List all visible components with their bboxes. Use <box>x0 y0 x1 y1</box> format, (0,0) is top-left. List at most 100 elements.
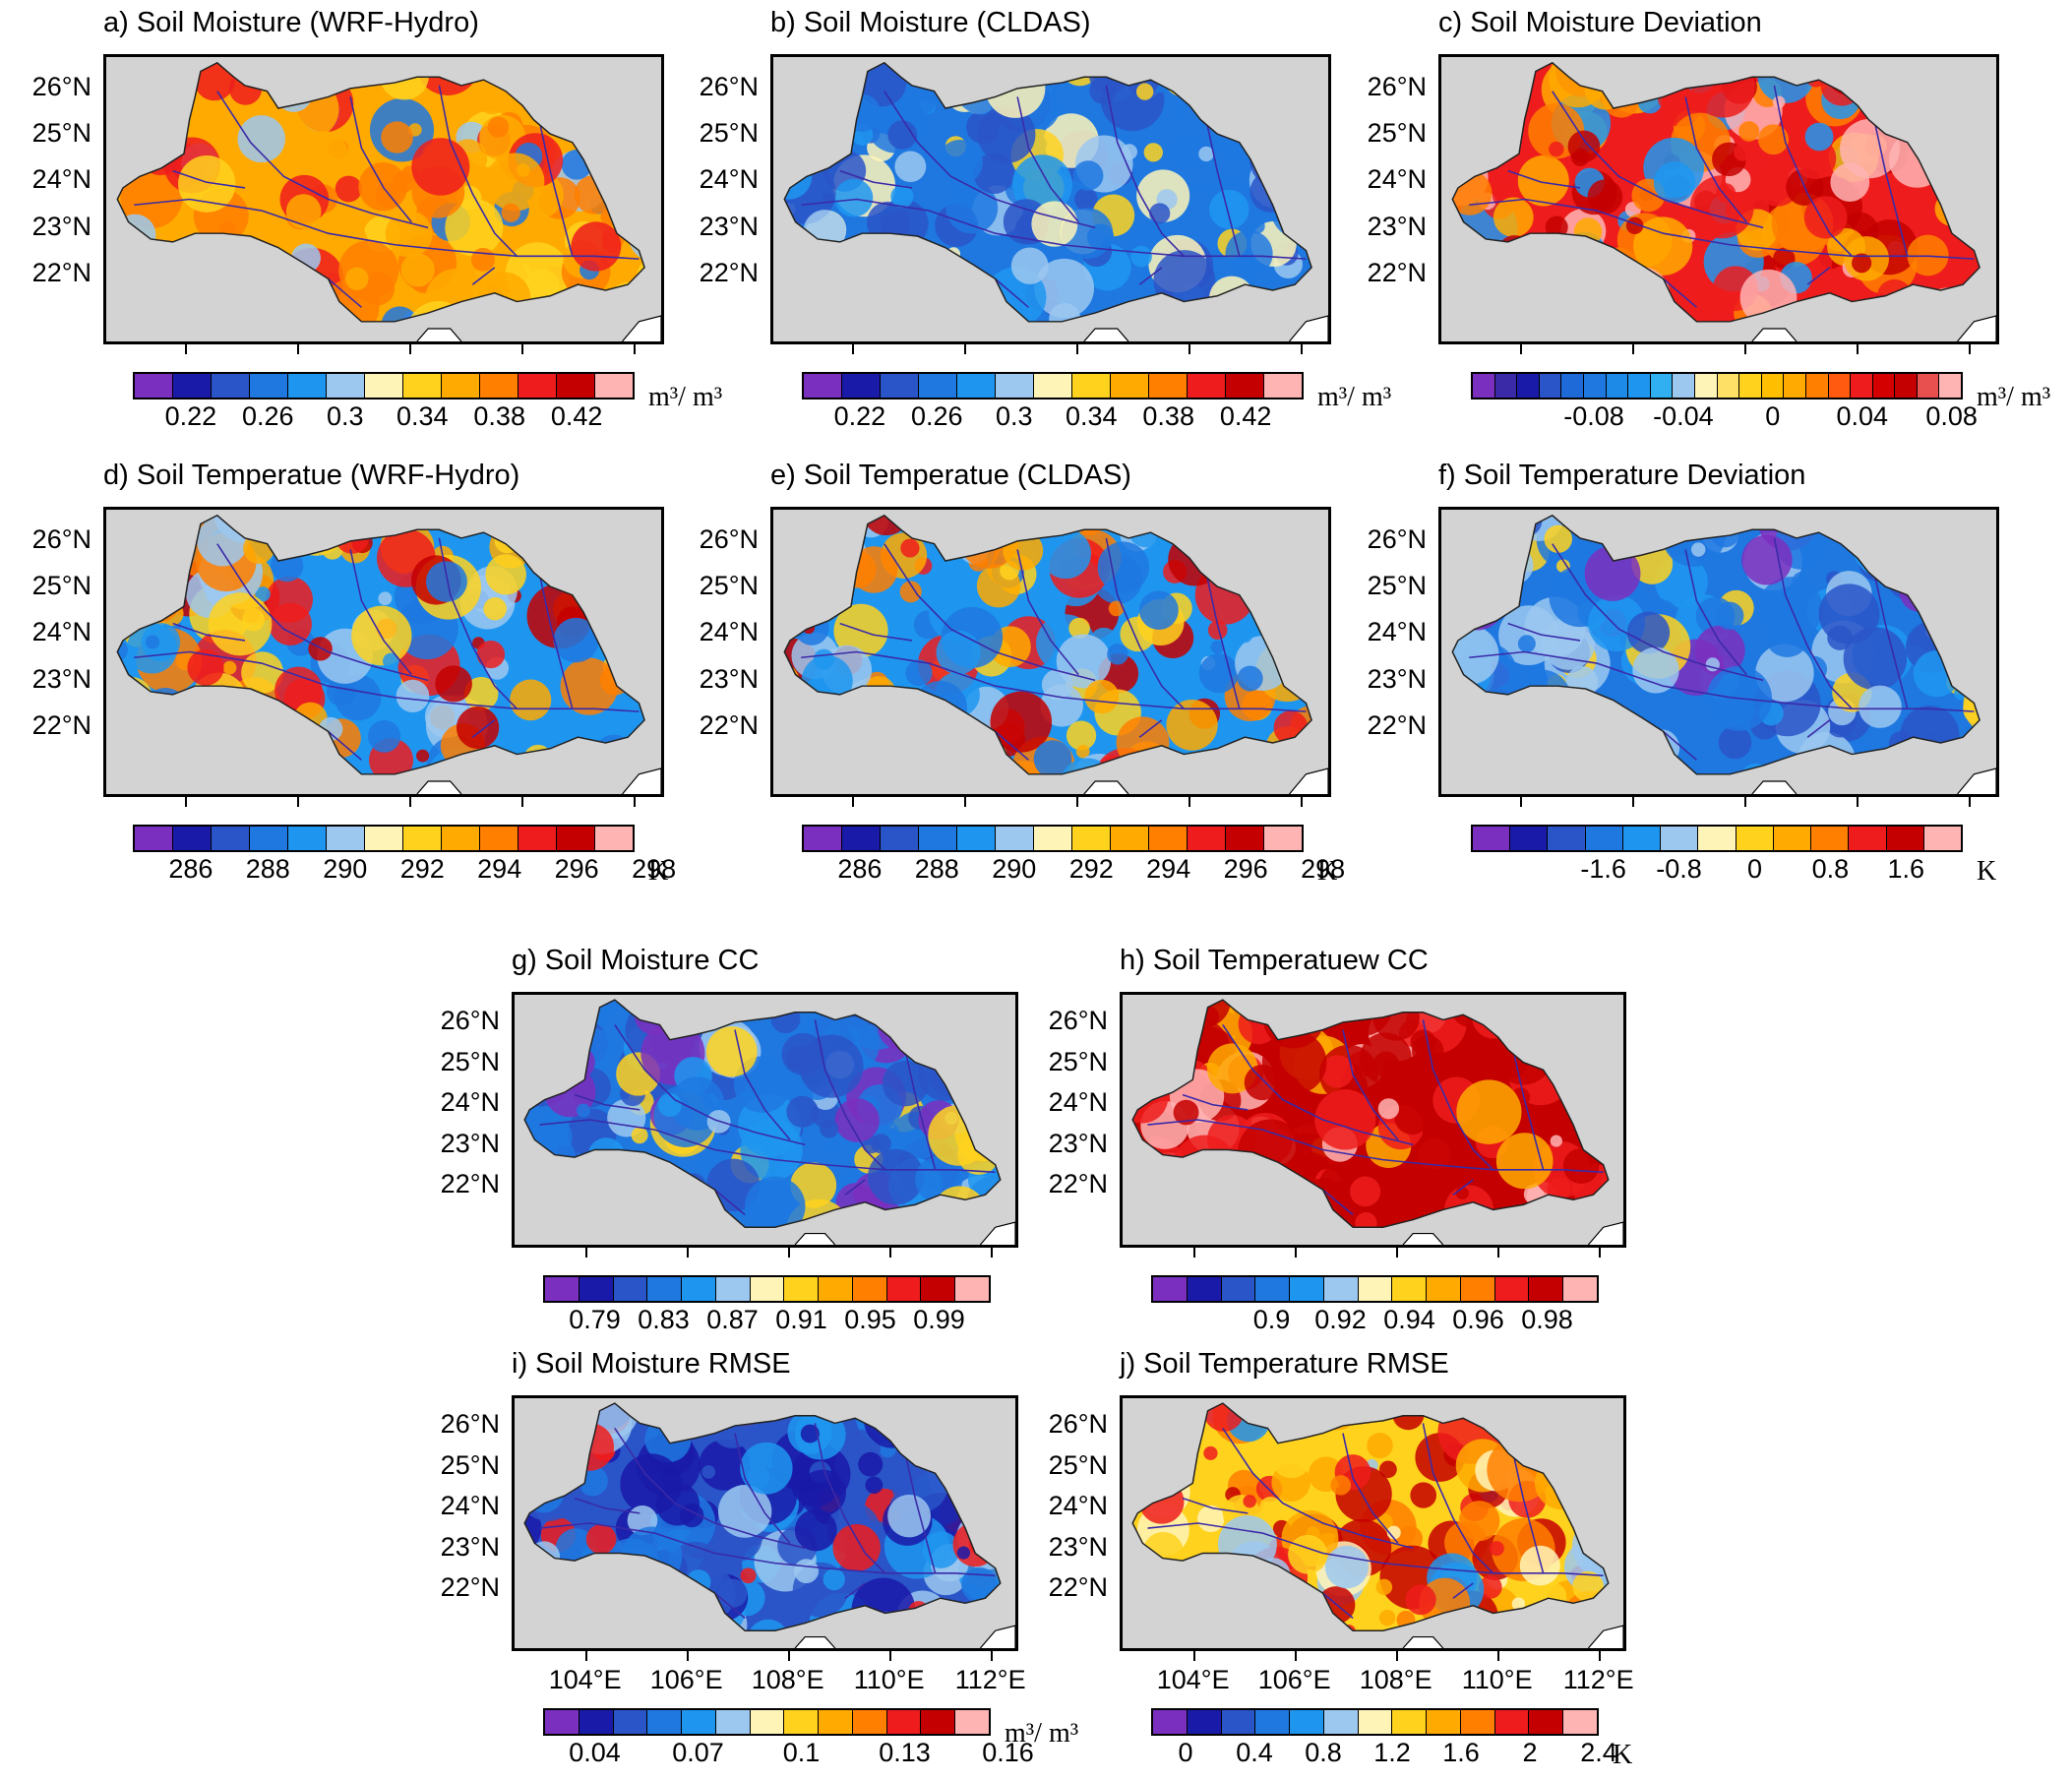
field-patch <box>1308 617 1312 655</box>
field-patch <box>1299 1178 1349 1227</box>
field-patch <box>687 1203 711 1228</box>
field-patch <box>1596 706 1647 757</box>
field-patch <box>932 1186 987 1228</box>
field-patch <box>1138 1152 1199 1212</box>
field-patch <box>1459 62 1517 113</box>
field-patch <box>1653 161 1696 204</box>
field-patch <box>1556 1034 1609 1100</box>
field-patch <box>1132 1048 1159 1082</box>
colorbar-label: -0.08 <box>1563 401 1624 431</box>
field-patch <box>315 304 346 322</box>
field-patch <box>1456 1079 1522 1144</box>
field-patch <box>948 524 969 546</box>
colorbar-label: 0.13 <box>879 1738 931 1767</box>
river-line <box>1452 1582 1474 1599</box>
river-line <box>884 543 1096 682</box>
field-patch <box>1173 1099 1199 1126</box>
field-patch <box>717 1485 772 1538</box>
colorbar-swatch <box>1392 1277 1428 1301</box>
colorbar-swatch <box>1650 374 1674 398</box>
colorbar-swatch <box>557 827 595 850</box>
field-patch <box>981 1403 1001 1428</box>
river-line <box>839 622 913 642</box>
field-patch <box>575 782 592 794</box>
field-patch <box>117 214 156 256</box>
field-patch <box>1273 127 1312 172</box>
field-patch <box>1040 528 1091 580</box>
field-patch <box>524 1143 527 1166</box>
river-line <box>1684 96 1747 223</box>
field-patch <box>1273 710 1309 745</box>
field-patch <box>702 1205 726 1228</box>
field-patch <box>672 1000 726 1023</box>
field-patch <box>595 93 622 120</box>
coastline <box>622 768 661 794</box>
field-patch <box>138 294 154 310</box>
river-line <box>904 1452 937 1573</box>
river-line <box>1422 1019 1494 1171</box>
lat-label: 25°N <box>699 118 759 149</box>
field-patch <box>1803 196 1848 239</box>
map-frame <box>1438 54 1999 344</box>
lat-label: 24°N <box>440 1087 500 1118</box>
coastline <box>1083 780 1129 794</box>
lon-tick <box>520 344 523 354</box>
field-patch <box>1738 121 1760 142</box>
river-line <box>349 96 412 223</box>
river-line <box>1422 1423 1494 1574</box>
lon-tick <box>1968 344 1971 354</box>
field-patch <box>784 303 812 322</box>
colorbar-swatch <box>955 1277 989 1301</box>
colorbar-swatch <box>1895 374 1918 398</box>
field-patch <box>524 1071 527 1088</box>
lat-label: 22°N <box>31 257 91 287</box>
lat-label: 25°N <box>699 571 759 601</box>
lat-label: 24°N <box>699 617 759 647</box>
field-patch <box>1308 1619 1342 1631</box>
field-patch <box>985 62 1046 118</box>
colorbar-swatch <box>1221 1277 1256 1301</box>
field-patch <box>553 617 599 663</box>
field-patch <box>788 770 802 774</box>
field-patch <box>528 1034 588 1094</box>
lon-tick <box>408 344 411 354</box>
field-patch <box>834 1098 880 1142</box>
lon-tick <box>787 1651 790 1661</box>
lon-tick <box>1294 1248 1297 1258</box>
field-patch <box>1239 1568 1303 1631</box>
field-patch <box>891 264 910 282</box>
colorbar-label: 0.42 <box>550 401 603 431</box>
field-patch <box>1272 1577 1296 1600</box>
field-patch <box>592 1597 645 1631</box>
field-patch <box>773 205 784 216</box>
field-patch <box>1544 1000 1580 1017</box>
colorbar-label: 1.2 <box>1373 1738 1411 1767</box>
river-line <box>734 1029 791 1140</box>
basin-map <box>1131 1402 1623 1648</box>
field-patch <box>1565 665 1599 699</box>
field-patch <box>515 995 521 1007</box>
field-patch <box>1912 547 1938 573</box>
colorbar-swatch <box>1661 827 1699 850</box>
field-patch <box>904 324 926 341</box>
lon-tick <box>633 344 636 354</box>
field-patch <box>383 652 399 670</box>
colorbar-swatch <box>595 374 633 398</box>
colorbar-label: 0.98 <box>1521 1305 1573 1334</box>
river-line <box>1222 1024 1414 1146</box>
field-patch <box>671 1000 722 1024</box>
field-patch <box>1542 1415 1601 1474</box>
colorbar-swatch <box>715 1710 751 1734</box>
lat-label: 26°N <box>31 523 91 554</box>
colorbar-swatch <box>250 827 288 850</box>
field-patch <box>516 163 530 177</box>
field-patch <box>1478 1575 1502 1599</box>
field-patch <box>137 520 155 538</box>
field-patch <box>1622 301 1675 322</box>
field-patch <box>542 83 557 97</box>
field-patch <box>1942 108 1979 145</box>
field-patch <box>222 660 237 675</box>
basin-map <box>116 514 661 794</box>
field-patch <box>1218 1153 1261 1196</box>
field-patch <box>117 117 149 183</box>
